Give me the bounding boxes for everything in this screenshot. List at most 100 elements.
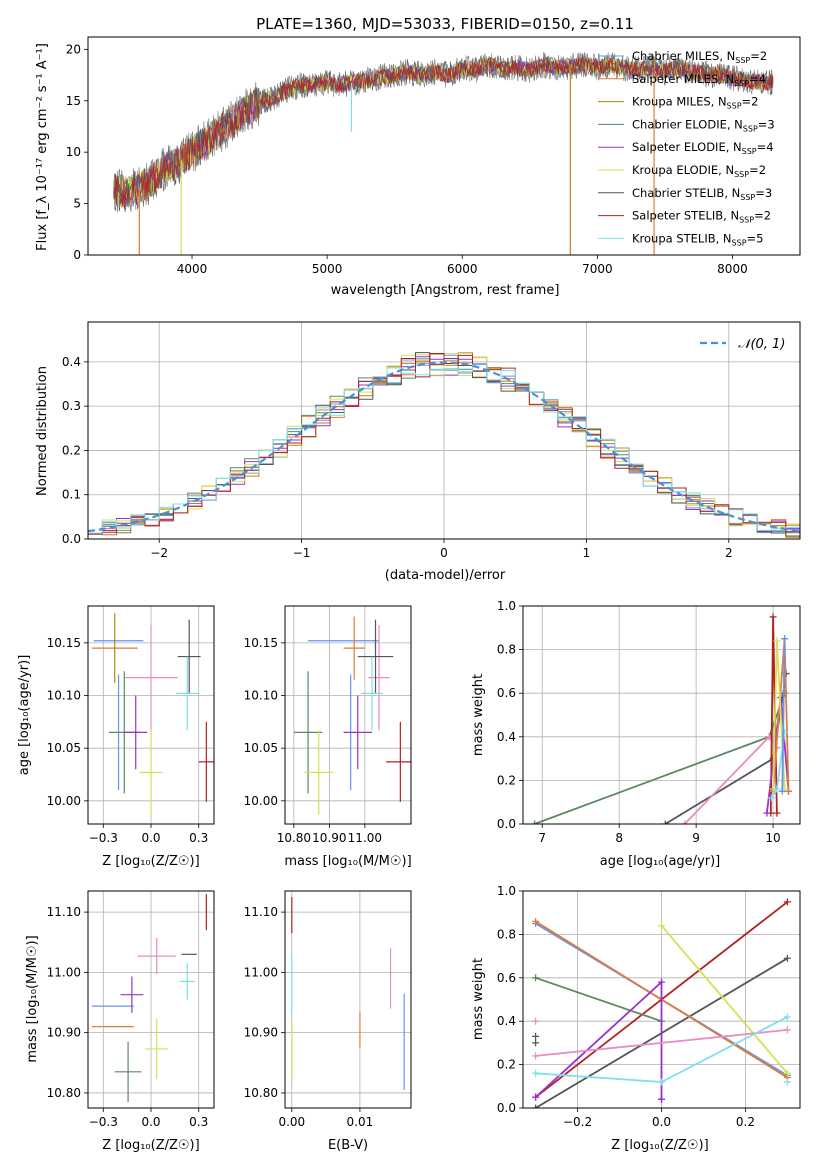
residuals-ylabel: Normed distribution: [35, 366, 50, 496]
y-tick-label: 0.8: [497, 643, 516, 657]
y-tick-label: 10.15: [47, 636, 81, 650]
legend-label: 𝒩(0, 1): [738, 337, 785, 352]
y-tick-label: 11.00: [244, 965, 278, 979]
x-tick-label: 0.0: [141, 1115, 160, 1129]
weight-marker: [763, 809, 771, 817]
x-tick-label: 8: [615, 831, 623, 845]
spectrum-panel: 4000 5000 6000 7000 8000 0 5 10 15 20 Chabrier MIL…: [66, 36, 801, 276]
legend-label: Salpeter STELIB, NSSP=2: [632, 209, 771, 225]
residuals-xlabel: (data-model)/error: [385, 568, 506, 583]
age-vs-z-frame: [87, 605, 215, 825]
weight-marker: [783, 1078, 791, 1086]
x-tick-label: 6000: [447, 262, 478, 276]
x-tick-label: 2: [725, 546, 733, 560]
x-tick-label: 0.0: [141, 831, 160, 845]
x-tick-label: 10.90: [312, 831, 346, 845]
x-tick-label: 0.01: [347, 1115, 374, 1129]
x-tick-label: 7: [538, 831, 546, 845]
x-tick-label: 0.2: [736, 1115, 755, 1129]
weight-vs-z-xlabel: Z [log₁₀(Z/Z☉)]: [611, 1138, 708, 1153]
legend-label: Chabrier MILES, NSSP=2: [632, 49, 767, 65]
y-tick-label: 0.4: [497, 1014, 516, 1028]
figure-title: PLATE=1360, MJD=53033, FIBERID=0150, z=0…: [256, 15, 634, 33]
residuals-histogram-panel: −2 −1 0 1 2 0.0 0.1 0.2 0.3 0.4 𝒩(0, 1): [62, 321, 801, 560]
mass-weight-vs-age-panel: 7 8 9 10 0.0 0.2 0.4 0.6 0.8 1.0: [497, 599, 801, 845]
x-tick-label: −0.2: [563, 1115, 592, 1129]
weight-marker: [658, 978, 665, 986]
weight-vs-z-ylabel: mass weight: [471, 958, 486, 1040]
x-tick-label: 1: [583, 546, 591, 560]
y-tick-label: 10.05: [244, 741, 278, 755]
residual-histogram-step: [88, 364, 800, 534]
weight-marker: [784, 787, 792, 795]
y-tick-label: 0.1: [62, 488, 81, 502]
x-tick-label: 0.0: [652, 1115, 671, 1129]
y-tick-label: 0.2: [497, 1058, 516, 1072]
weight-marker: [532, 974, 540, 982]
weight-marker: [768, 794, 776, 802]
y-tick-label: 0.6: [497, 686, 516, 700]
mass-vs-z-frame: [87, 890, 215, 1109]
residuals-marks: [88, 352, 800, 538]
model-spectrum-line: [113, 56, 774, 210]
y-tick-label: 11.10: [244, 905, 278, 919]
weight-marker: [783, 898, 791, 906]
y-tick-label: 10.10: [244, 689, 278, 703]
weight-marker: [783, 1013, 791, 1021]
y-tick-label: 15: [66, 94, 81, 108]
x-tick-label: −0.3: [89, 831, 118, 845]
weight-vs-z-frame: [522, 890, 801, 1109]
y-tick-label: 0.6: [497, 971, 516, 985]
legend-label: Chabrier ELODIE, NSSP=3: [632, 117, 775, 133]
y-tick-label: 10.80: [244, 1086, 278, 1100]
weight-vs-age-marks: [531, 613, 792, 824]
age-vs-mass-frame: [284, 605, 412, 825]
age-vs-mass-panel: 10.80 10.90 11.00 10.00 10.05 10.10 10.15: [244, 605, 412, 845]
y-tick-label: 11.10: [47, 905, 81, 919]
x-tick-label: −1: [293, 546, 311, 560]
weight-marker: [532, 1017, 540, 1025]
x-tick-label: 7000: [582, 262, 613, 276]
age-vs-mass-marks: [293, 616, 411, 815]
mass-vs-z-xlabel: Z [log₁₀(Z/Z☉)]: [102, 1138, 199, 1153]
y-tick-label: 0.0: [497, 1101, 516, 1115]
x-tick-label: 0: [440, 546, 448, 560]
y-tick-label: 0.4: [497, 730, 516, 744]
x-tick-label: −2: [150, 546, 168, 560]
weight-marker: [658, 1078, 665, 1086]
mass-vs-z-marks: [91, 894, 207, 1102]
x-tick-label: 4000: [177, 262, 208, 276]
x-tick-label: 10.80: [277, 831, 311, 845]
weight-vs-age-frame: [522, 605, 801, 825]
x-tick-label: −0.3: [89, 1115, 118, 1129]
x-tick-label: 0.00: [278, 1115, 305, 1129]
y-tick-label: 0: [73, 248, 81, 262]
y-tick-label: 10.90: [47, 1026, 81, 1040]
y-tick-label: 0.8: [497, 927, 516, 941]
age-vs-z-marks: [91, 613, 214, 815]
weight-marker: [531, 820, 539, 824]
y-tick-label: 10.00: [47, 794, 81, 808]
y-tick-label: 0.0: [497, 817, 516, 831]
age-vs-metallicity-panel: −0.3 0.0 0.3 10.00 10.05 10.10 10.15: [47, 605, 215, 845]
weight-marker: [661, 820, 669, 824]
weight-vs-age-xlabel: age [log₁₀(age/yr)]: [600, 854, 721, 869]
y-tick-label: 10.80: [47, 1086, 81, 1100]
y-tick-label: 20: [66, 42, 81, 56]
weight-marker: [783, 1069, 791, 1077]
y-tick-label: 10: [66, 145, 81, 159]
y-tick-label: 11.00: [47, 965, 81, 979]
weight-marker: [658, 922, 665, 930]
weight-line: [660, 925, 789, 1074]
mass-vs-z-ylabel: mass [log₁₀(M/M☉)]: [25, 935, 40, 1062]
y-tick-label: 10.15: [244, 636, 278, 650]
weight-marker: [773, 785, 781, 793]
weight-vs-age-ylabel: mass weight: [471, 674, 486, 756]
x-tick-label: 8000: [717, 262, 748, 276]
y-tick-label: 0.2: [62, 443, 81, 457]
x-tick-label: 0.3: [189, 831, 208, 845]
spectrum-frame: [87, 36, 801, 256]
mass-vs-ebv-frame: [284, 890, 412, 1109]
y-tick-label: 10.90: [244, 1026, 278, 1040]
legend-label: Kroupa STELIB, NSSP=5: [632, 231, 763, 247]
